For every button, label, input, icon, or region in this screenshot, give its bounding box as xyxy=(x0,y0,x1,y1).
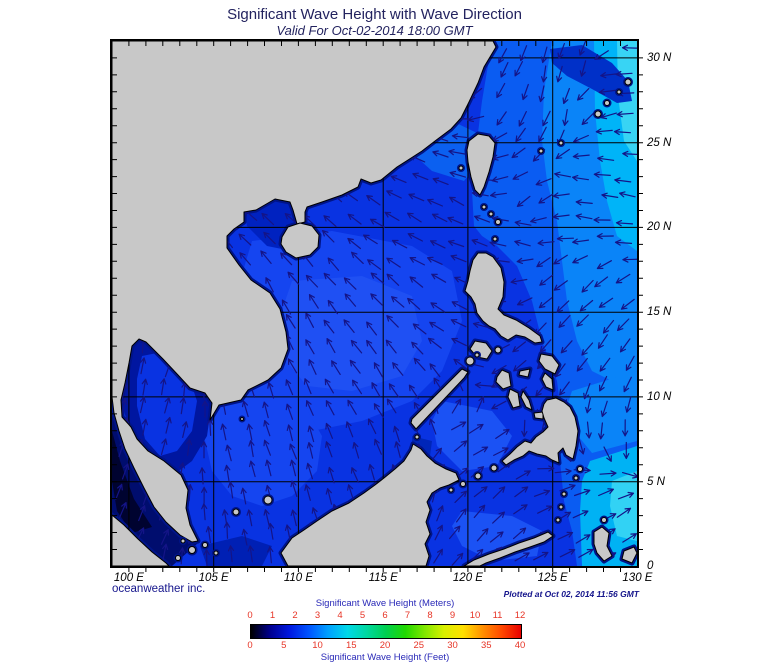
legend-tick-10: 10 xyxy=(312,640,323,651)
islet xyxy=(624,78,632,86)
legend-tick-7: 7 xyxy=(404,610,411,621)
islet xyxy=(448,487,454,493)
islet xyxy=(481,204,487,210)
lon-label-105e: 105 E xyxy=(198,572,229,584)
lon-label-130e: 130 E xyxy=(622,572,653,584)
legend-tick-9: 9 xyxy=(449,610,456,621)
legend-tick-3: 3 xyxy=(314,610,321,621)
islet xyxy=(180,538,186,544)
page-title: Significant Wave Height with Wave Direct… xyxy=(227,6,522,23)
legend-tick-12: 12 xyxy=(514,610,526,621)
islet xyxy=(594,110,602,118)
land-masses xyxy=(112,41,637,566)
wave-height-colorbar xyxy=(250,624,522,639)
islet xyxy=(414,434,420,440)
lon-label-110e: 110 E xyxy=(283,572,314,584)
legend-tick-25: 25 xyxy=(413,640,425,651)
legend-tick-20: 20 xyxy=(379,640,391,651)
islet xyxy=(561,491,567,497)
islet xyxy=(175,555,181,561)
lat-label-0: 0 xyxy=(647,560,654,573)
islet xyxy=(263,495,273,505)
lon-label-120e: 120 E xyxy=(452,572,483,584)
legend-tick-40: 40 xyxy=(514,640,526,651)
lat-label-5n: 5 N xyxy=(647,475,665,488)
islet xyxy=(577,466,583,472)
lat-label-30n: 30 N xyxy=(647,51,672,64)
islet xyxy=(555,517,561,523)
lat-label-20n: 20 N xyxy=(647,221,672,234)
tick-marks-path xyxy=(112,41,643,572)
islet xyxy=(202,542,208,548)
lat-label-25n: 25 N xyxy=(647,136,672,149)
lon-label-100e: 100 E xyxy=(113,572,144,584)
islet xyxy=(240,417,244,421)
islet xyxy=(558,140,564,146)
islet xyxy=(474,472,482,480)
islet xyxy=(616,89,622,95)
small-islets xyxy=(173,77,633,563)
legend-tick-10: 10 xyxy=(469,610,481,621)
oceanweather-credit: oceanweather inc. xyxy=(112,583,206,595)
legend-tick-6: 6 xyxy=(382,610,388,621)
islet xyxy=(188,546,196,554)
wave-height-shading xyxy=(112,41,637,566)
islet xyxy=(488,211,494,217)
legend-feet-scale: 0 5 10 15 20 25 30 35 40 xyxy=(247,640,525,651)
islet xyxy=(601,517,607,523)
islet xyxy=(492,236,498,242)
islet xyxy=(458,165,464,171)
legend-title-meters: Significant Wave Height (Meters) xyxy=(315,598,455,609)
lon-label-115e: 115 E xyxy=(368,572,398,584)
legend-tick-0: 0 xyxy=(247,640,253,651)
legend-tick-8: 8 xyxy=(427,610,433,621)
legend-tick-30: 30 xyxy=(447,640,458,651)
legend-tick-2: 2 xyxy=(292,610,298,621)
legend-tick-5: 5 xyxy=(281,640,287,651)
islet xyxy=(490,464,498,472)
lat-label-10n: 10 N xyxy=(647,390,672,403)
valid-time-subtitle: Valid For Oct-02-2014 18:00 GMT xyxy=(276,23,473,38)
map-canvas xyxy=(112,41,643,572)
wave-height-map xyxy=(110,39,643,572)
legend-tick-4: 4 xyxy=(337,610,343,621)
islet xyxy=(465,356,475,366)
legend-tick-11: 11 xyxy=(492,610,503,621)
legend-tick-5: 5 xyxy=(359,610,366,621)
legend-meters-scale: 0 1 2 3 4 5 6 7 8 9 10 11 12 xyxy=(247,610,525,621)
lon-label-125e: 125 E xyxy=(537,572,568,584)
legend-title-feet: Significant Wave Height (Feet) xyxy=(320,652,450,663)
islet xyxy=(494,346,502,354)
islet xyxy=(213,550,219,556)
plotted-timestamp: Plotted at Oct 02, 2014 11:56 GMT xyxy=(503,589,639,599)
bohol-island xyxy=(533,411,544,420)
legend-tick-15: 15 xyxy=(346,640,357,651)
islet xyxy=(495,219,501,225)
islet xyxy=(573,475,579,481)
legend-tick-35: 35 xyxy=(481,640,492,651)
legend-tick-1: 1 xyxy=(269,610,276,621)
map-layers xyxy=(112,41,637,566)
islet xyxy=(460,481,466,487)
degree-tick-marks xyxy=(112,41,643,572)
legend-tick-0: 0 xyxy=(247,610,253,621)
islet xyxy=(474,352,480,358)
islet xyxy=(558,504,564,510)
islet xyxy=(604,100,610,106)
lat-label-15n: 15 N xyxy=(647,306,672,319)
islet xyxy=(538,148,544,154)
islet xyxy=(232,508,240,516)
